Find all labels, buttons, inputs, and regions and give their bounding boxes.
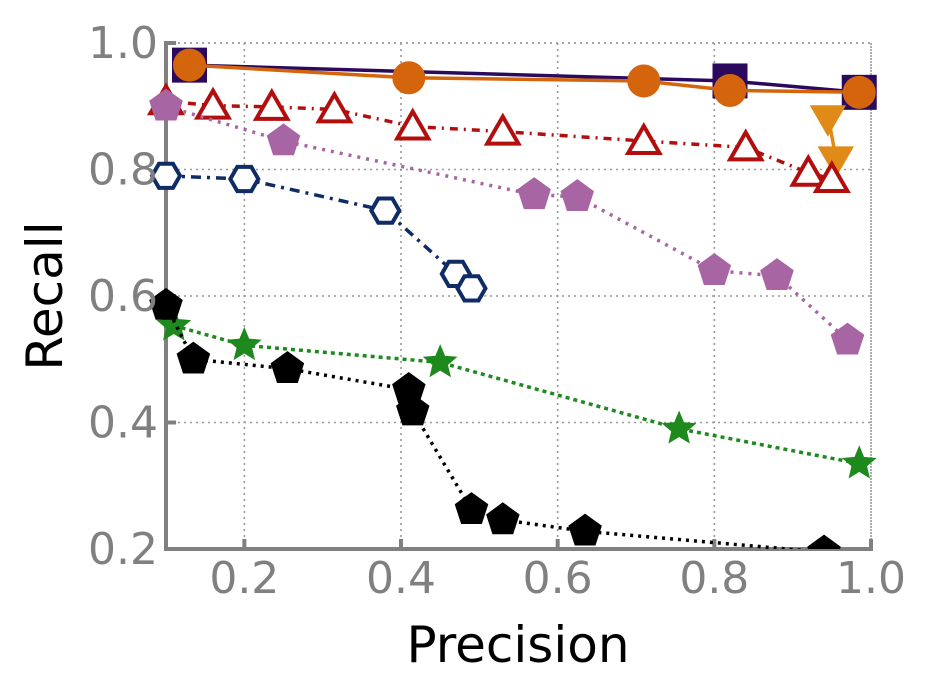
pink-pentagons-marker — [830, 322, 865, 355]
y-tick-label: 0.8 — [88, 145, 158, 196]
black-pentagons-marker — [396, 393, 430, 426]
grid-lines — [165, 42, 872, 550]
orange-circles-marker — [392, 61, 426, 95]
black-pentagons-marker — [486, 502, 520, 535]
green-stars-marker — [661, 410, 697, 444]
y-axis-title: Recall — [16, 221, 74, 370]
y-tick-label: 0.6 — [88, 271, 158, 322]
pink-pentagons-marker — [697, 253, 732, 285]
green-stars-series — [156, 307, 877, 479]
red-triangles-up-marker — [315, 90, 354, 124]
green-stars-marker — [156, 307, 192, 341]
red-triangles-up-marker — [483, 112, 522, 146]
pink-pentagons-marker — [560, 179, 594, 211]
x-tick-label: 0.8 — [679, 553, 749, 604]
series-group — [146, 47, 877, 549]
black-pentagons-series — [149, 287, 841, 549]
black-pentagons-marker — [149, 287, 183, 320]
blue-hexagons-series — [149, 161, 488, 303]
orange-circles-series — [173, 48, 876, 109]
pink-pentagons-marker — [517, 177, 551, 210]
red-triangles-up-line — [165, 99, 833, 181]
orange-triangles-down-marker — [809, 105, 847, 137]
x-tick-label: 1.0 — [836, 553, 906, 604]
pink-pentagons-series — [149, 88, 865, 355]
orange-triangles-down-series — [809, 105, 854, 178]
green-stars-line — [173, 324, 860, 466]
orange-circles-marker — [842, 75, 876, 109]
orange-circles-marker — [713, 73, 747, 107]
blue-hexagons-marker — [227, 164, 261, 194]
blue-hexagons-line — [165, 174, 473, 290]
tick-labels: 0.2 0.4 0.6 0.8 1.0 0.2 0.4 0.6 0.8 1.0 — [88, 18, 906, 604]
red-triangles-up-marker — [393, 107, 432, 141]
x-tick-label: 0.6 — [523, 553, 593, 604]
y-tick-label: 0.2 — [88, 524, 158, 575]
red-triangles-up-marker — [812, 160, 851, 193]
green-stars-marker — [841, 445, 877, 479]
orange-circles-marker — [627, 64, 661, 98]
y-tick-label: 0.4 — [88, 398, 158, 449]
pink-pentagons-marker — [760, 258, 794, 290]
black-pentagons-marker — [568, 513, 602, 546]
pink-pentagons-marker — [266, 123, 301, 156]
red-triangles-up-marker — [789, 153, 828, 187]
red-triangles-up-marker — [726, 128, 765, 162]
red-triangles-up-marker — [252, 87, 291, 121]
green-stars-marker — [422, 344, 458, 378]
orange-triangles-down-marker — [817, 146, 854, 178]
black-pentagons-marker — [807, 534, 841, 549]
y-tick-label: 1.0 — [88, 18, 158, 69]
blue-hexagons-marker — [455, 274, 488, 303]
red-triangles-up-marker — [624, 122, 663, 155]
x-tick-label: 0.2 — [209, 553, 279, 604]
blue-hexagons-marker — [368, 196, 402, 225]
black-pentagons-marker — [270, 351, 305, 383]
green-stars-marker — [226, 326, 262, 361]
black-pentagons-marker — [454, 492, 489, 524]
orange-circles-marker — [173, 48, 206, 82]
black-pentagons-marker — [176, 341, 211, 374]
blue-hexagons-marker — [149, 161, 183, 190]
red-triangles-up-marker — [193, 86, 233, 120]
x-axis-title: Precision — [406, 616, 629, 674]
x-tick-label: 0.4 — [366, 553, 436, 604]
pink-pentagons-marker — [149, 88, 183, 121]
orange-circles-line — [189, 63, 860, 95]
